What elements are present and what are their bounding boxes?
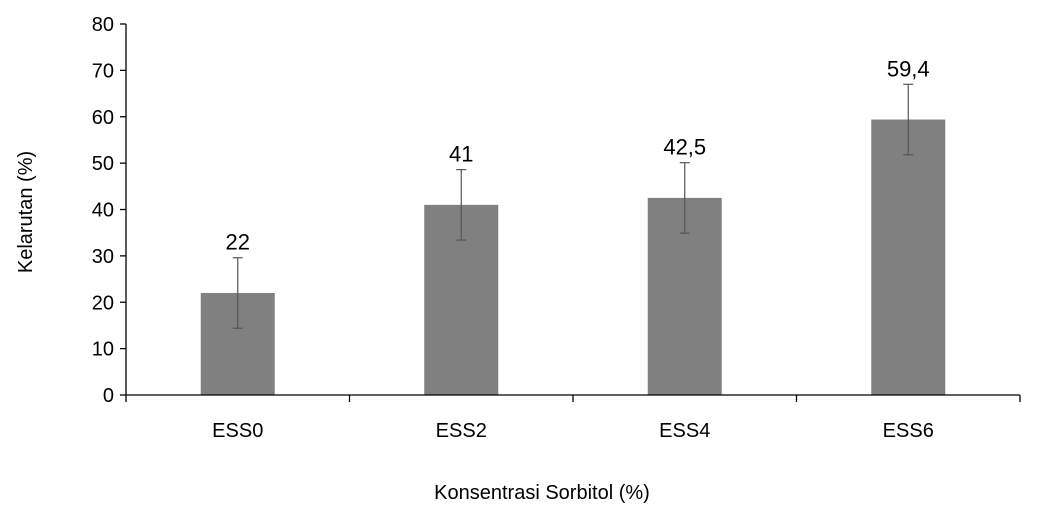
y-tick-label: 60 xyxy=(92,107,114,129)
y-tick-label: 20 xyxy=(92,292,114,314)
y-tick-label: 50 xyxy=(92,153,114,175)
y-tick-label: 0 xyxy=(103,385,114,407)
y-tick-label: 70 xyxy=(92,60,114,82)
x-axis-ticks: ESS0 ESS2 ESS4 ESS6 xyxy=(125,395,1021,442)
y-tick-label: 30 xyxy=(92,246,114,268)
y-tick-label: 40 xyxy=(92,200,114,222)
data-label: 59,4 xyxy=(887,56,930,81)
bar xyxy=(871,119,946,395)
y-axis-title: Kelarutan (%) xyxy=(15,151,37,273)
data-label: 22 xyxy=(226,230,250,255)
x-tick-label: ESS2 xyxy=(436,420,487,442)
x-axis-title: Konsentrasi Sorbitol (%) xyxy=(434,482,650,504)
y-axis-ticks: 0 10 20 30 40 50 60 70 80 xyxy=(92,14,126,407)
data-label: 42,5 xyxy=(663,135,706,160)
y-tick-label: 10 xyxy=(92,339,114,361)
bars-group xyxy=(200,119,946,395)
x-tick-label: ESS6 xyxy=(883,420,934,442)
data-labels-group: 22 41 42,5 59,4 xyxy=(226,56,930,254)
x-tick-label: ESS0 xyxy=(212,420,263,442)
error-bars-group xyxy=(232,83,914,329)
y-tick-label: 80 xyxy=(92,14,114,36)
data-label: 41 xyxy=(449,142,473,167)
x-tick-label: ESS4 xyxy=(659,420,710,442)
